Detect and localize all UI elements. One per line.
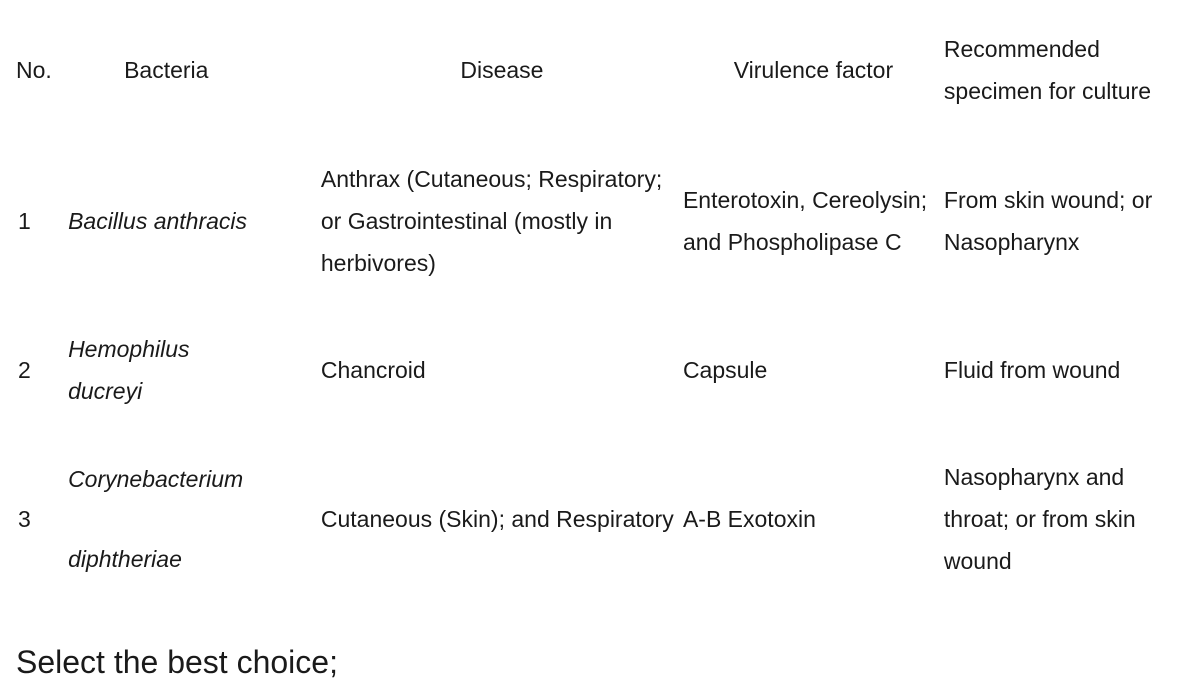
- row-number: 1: [18, 208, 31, 234]
- header-no: No.: [16, 57, 52, 83]
- table-row: 3 Corynebacterium diphtheriae Cutaneous …: [8, 456, 1184, 582]
- specimen-line: wound: [943, 548, 1012, 574]
- bacteria-table: No. Bacteria Disease Virulence factor Re…: [8, 26, 1184, 582]
- virulence-line: A-B Exotoxin: [682, 506, 816, 532]
- virulence-line: Enterotoxin, Cereolysin;: [682, 187, 928, 213]
- disease-line: Cutaneous (Skin); and Respiratory: [320, 506, 674, 532]
- bacteria-name: ducreyi: [68, 378, 143, 404]
- specimen-line: Nasopharynx: [943, 229, 1080, 255]
- header-specimen: Recommended specimen for culture: [944, 26, 1184, 114]
- row-virulence-factor: Enterotoxin, Cereolysin; and Phospholipa…: [683, 158, 944, 284]
- header-specimen-line1: Recommended: [943, 36, 1100, 62]
- table-spacer: [8, 114, 1184, 158]
- disease-line: Chancroid: [320, 357, 426, 383]
- row-disease: Anthrax (Cutaneous; Respiratory; or Gast…: [321, 158, 683, 284]
- row-virulence-factor: Capsule: [683, 328, 944, 412]
- row-specimen: Nasopharynx and throat; or from skin wou…: [944, 456, 1184, 582]
- row-bacteria: Corynebacterium diphtheriae: [68, 456, 321, 582]
- specimen-line: From skin wound; or: [943, 187, 1153, 213]
- table-row: 1 Bacillus anthracis Anthrax (Cutaneous;…: [8, 158, 1184, 284]
- bacteria-name: Corynebacterium: [68, 466, 244, 492]
- row-disease: Chancroid: [321, 328, 683, 412]
- row-number: 3: [18, 506, 31, 532]
- disease-line: herbivores): [320, 250, 436, 276]
- row-bacteria: Bacillus anthracis: [68, 158, 321, 284]
- header-disease: Disease: [460, 57, 544, 83]
- header-specimen-line2: specimen for culture: [943, 78, 1151, 104]
- row-bacteria: Hemophilus ducreyi: [68, 328, 321, 412]
- question-prompt: Select the best choice;: [16, 644, 338, 680]
- disease-line: Anthrax (Cutaneous; Respiratory;: [320, 166, 663, 192]
- table-spacer: [8, 412, 1184, 456]
- specimen-line: Fluid from wound: [943, 357, 1121, 383]
- header-virulence-factor: Virulence factor: [733, 57, 894, 83]
- row-number: 2: [18, 357, 31, 383]
- virulence-line: and Phospholipase C: [682, 229, 902, 255]
- bacteria-name: diphtheriae: [68, 546, 182, 572]
- table-row: 2 Hemophilus ducreyi Chancroid Capsule F…: [8, 328, 1184, 412]
- bacteria-name: Bacillus anthracis: [68, 208, 248, 234]
- virulence-line: Capsule: [682, 357, 768, 383]
- disease-line: or Gastrointestinal (mostly in: [320, 208, 613, 234]
- row-specimen: From skin wound; or Nasopharynx: [944, 158, 1184, 284]
- table-header-row: No. Bacteria Disease Virulence factor Re…: [8, 26, 1184, 114]
- bacteria-name: Hemophilus: [68, 336, 190, 362]
- row-virulence-factor: A-B Exotoxin: [683, 456, 944, 582]
- table-spacer: [8, 284, 1184, 328]
- header-bacteria: Bacteria: [124, 57, 209, 83]
- row-disease: Cutaneous (Skin); and Respiratory: [321, 456, 683, 582]
- specimen-line: Nasopharynx and: [943, 464, 1125, 490]
- specimen-line: throat; or from skin: [943, 506, 1136, 532]
- row-specimen: Fluid from wound: [944, 328, 1184, 412]
